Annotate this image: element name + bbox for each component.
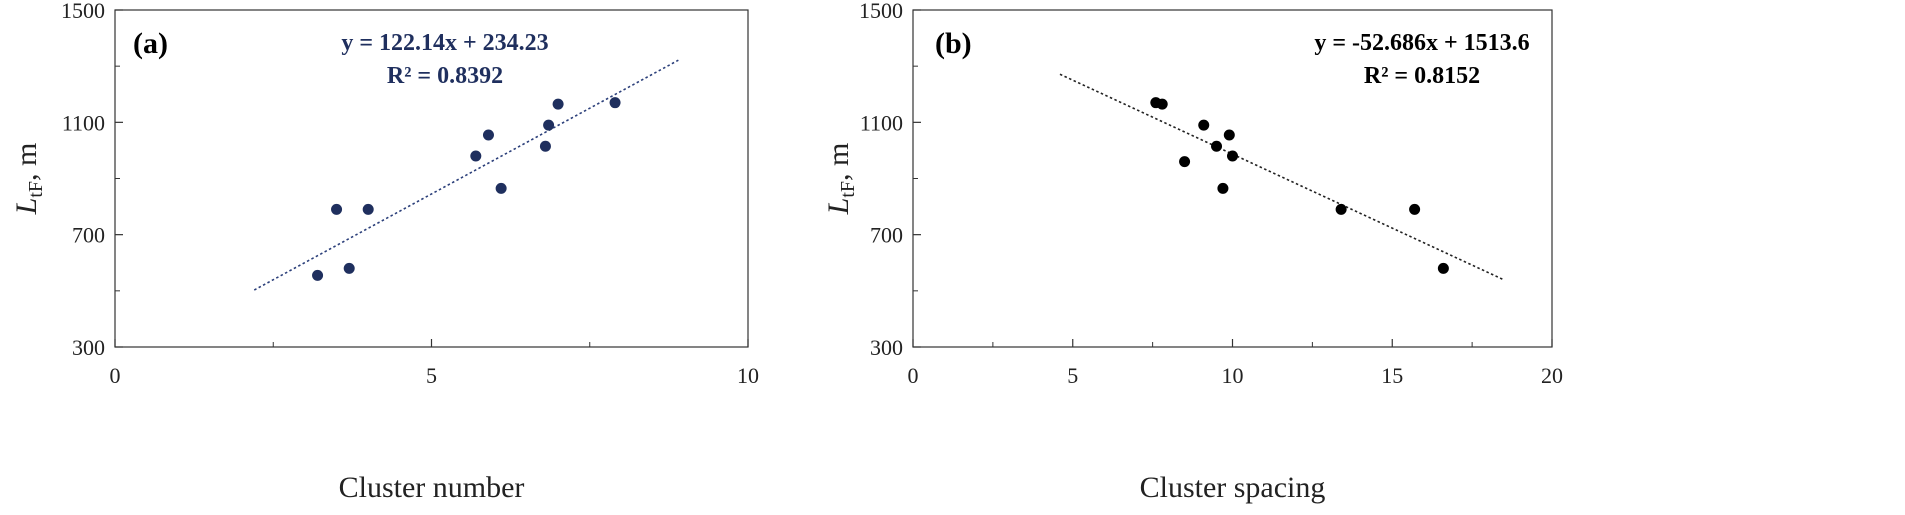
data-point — [312, 269, 324, 281]
plot-area-frame — [114, 9, 749, 348]
x-axis-title: Cluster spacing — [1140, 471, 1326, 504]
regression-equation: y = 122.14x + 234.23 — [341, 30, 548, 56]
data-point — [1437, 262, 1449, 274]
data-point — [495, 182, 507, 194]
panel-label: (b) — [935, 27, 972, 60]
data-point — [470, 150, 482, 162]
x-tick-label: 20 — [1541, 363, 1563, 388]
r-squared-label: R² = 0.8392 — [387, 63, 503, 89]
chart-panel-a: 300 700 1100 1500 0 5 10 (a) y = 122.14x + 234.2… — [10, 0, 759, 504]
data-point — [362, 203, 374, 215]
plot-area-frame — [912, 9, 1553, 348]
data-point — [609, 97, 621, 109]
x-tick-label: 10 — [737, 363, 759, 388]
y-tick-label: 700 — [72, 223, 105, 248]
y-axis-title: LtF, m — [10, 143, 47, 216]
data-point — [482, 129, 494, 141]
x-tick-label: 0 — [110, 363, 121, 388]
regression-equation: y = -52.686x + 1513.6 — [1314, 30, 1529, 56]
data-point — [1156, 98, 1168, 110]
data-point — [1335, 203, 1347, 215]
y-tick-label: 1100 — [62, 110, 105, 135]
panel-label: (a) — [133, 27, 168, 60]
x-tick-label: 5 — [426, 363, 437, 388]
data-point — [1179, 156, 1191, 168]
data-point — [539, 140, 551, 152]
y-tick-label: 700 — [870, 223, 903, 248]
data-point — [1217, 182, 1229, 194]
chart-panel-b: 300 700 1100 1500 0 5 10 15 20 (b) y = -52.686x + … — [822, 0, 1563, 504]
y-tick-label: 300 — [870, 335, 903, 360]
y-tick-label: 1500 — [859, 0, 903, 23]
x-tick-label: 10 — [1222, 363, 1244, 388]
y-axis-title: LtF, m — [822, 143, 859, 216]
trendline — [253, 59, 679, 291]
x-tick-label: 0 — [908, 363, 919, 388]
data-point — [1223, 129, 1235, 141]
trendline — [1059, 73, 1505, 281]
data-point — [552, 98, 564, 110]
y-tick-label: 1500 — [61, 0, 105, 23]
x-axis-title: Cluster number — [339, 471, 525, 504]
y-tick-label: 300 — [72, 335, 105, 360]
x-tick-label: 5 — [1067, 363, 1078, 388]
x-tick-label: 15 — [1381, 363, 1403, 388]
data-point — [343, 262, 355, 274]
data-point — [543, 119, 555, 131]
r-squared-label: R² = 0.8152 — [1364, 63, 1480, 89]
data-point — [1211, 140, 1223, 152]
data-point — [1409, 203, 1421, 215]
data-point — [331, 203, 343, 215]
data-point — [1198, 119, 1210, 131]
y-tick-label: 1100 — [860, 110, 903, 135]
data-point — [1227, 150, 1238, 162]
